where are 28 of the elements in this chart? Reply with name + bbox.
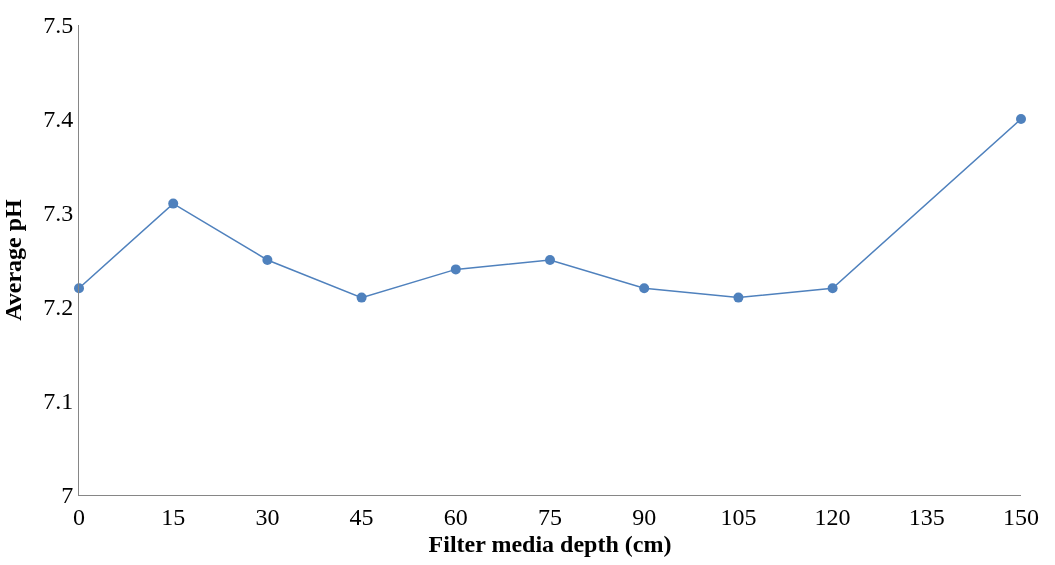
point (262, 255, 273, 265)
y-tick-label: 7.1 (43, 388, 74, 415)
point (733, 292, 744, 303)
y-tick-label: 7.5 (43, 12, 74, 39)
x-tick-label: 75 (538, 503, 562, 530)
point (168, 198, 179, 209)
x-tick-label: 150 (1003, 503, 1039, 530)
point (356, 292, 367, 303)
x-tick-label: 120 (814, 503, 851, 530)
point (545, 255, 555, 265)
x-tick-label: 30 (255, 503, 280, 530)
point (827, 283, 838, 294)
x-tick-label: 135 (908, 503, 945, 530)
y-tick-label: 7.4 (43, 106, 74, 133)
point (639, 283, 650, 294)
y-axis-title: Average pH (0, 198, 27, 321)
x-tick-label: 60 (443, 503, 468, 530)
x-tick-label: 105 (720, 503, 757, 530)
x-tick-label: 45 (349, 503, 374, 530)
x-tick-label: 0 (73, 503, 85, 530)
y-tick-label: 7.3 (43, 200, 74, 227)
point (450, 264, 461, 275)
y-tick-label: 7 (61, 482, 74, 509)
x-tick-label: 15 (161, 503, 186, 530)
x-tick-label: 90 (632, 503, 657, 530)
y-tick-label: 7.2 (43, 294, 74, 321)
x-axis-title: Filter media depth (cm) (428, 531, 672, 558)
point (1016, 114, 1026, 124)
